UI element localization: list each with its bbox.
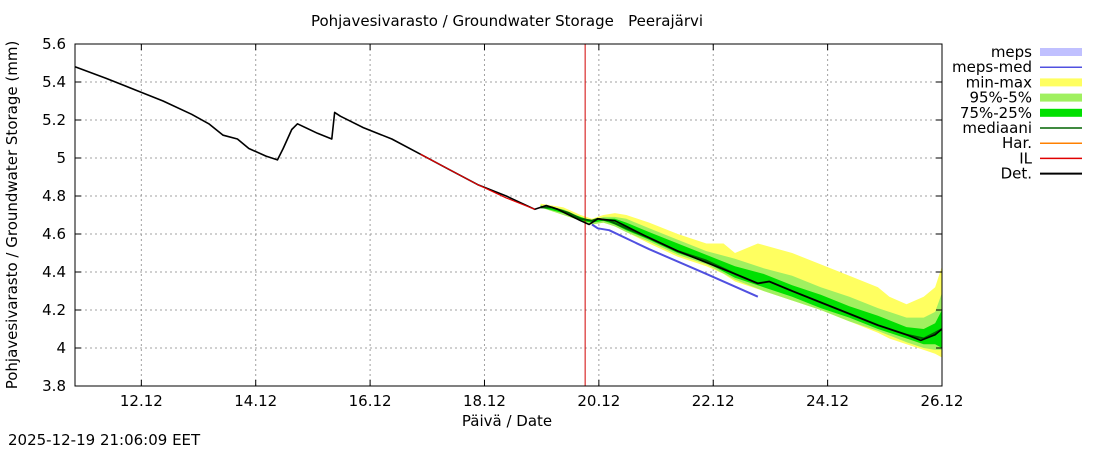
- il-line: [420, 153, 536, 210]
- x-tick-label: 14.12: [234, 392, 277, 410]
- y-axis-label: Pohjavesivarasto / Groundwater Storage (…: [3, 41, 21, 390]
- y-tick-label: 3.8: [42, 377, 66, 395]
- y-tick-label: 5: [56, 149, 66, 167]
- legend-swatch-p75_25: [1040, 108, 1082, 117]
- y-tick-label: 4.8: [42, 187, 66, 205]
- x-tick-label: 20.12: [577, 392, 620, 410]
- x-tick-label: 26.12: [921, 392, 964, 410]
- x-tick-label: 24.12: [806, 392, 849, 410]
- bands: [540, 203, 942, 358]
- y-tick-label: 4: [56, 339, 66, 357]
- legend-swatch-p95_5: [1040, 93, 1082, 102]
- legend-label-meps: meps: [991, 43, 1032, 61]
- timestamp: 2025-12-19 21:06:09 EET: [8, 431, 201, 449]
- x-tick-label: 18.12: [463, 392, 506, 410]
- y-tick-label: 5.6: [42, 35, 66, 53]
- meps-med-line: [591, 223, 759, 298]
- legend-swatch-minmax: [1040, 78, 1082, 87]
- chart-title: Pohjavesivarasto / Groundwater Storage P…: [311, 12, 703, 30]
- legend-label-il: IL: [1019, 149, 1032, 167]
- y-tick-label: 4.6: [42, 225, 66, 243]
- lines: [74, 44, 943, 386]
- y-tick-label: 5.4: [42, 73, 66, 91]
- legend-label-det: Det.: [1001, 165, 1032, 183]
- x-axis-label: Päivä / Date: [462, 412, 552, 430]
- legend-label-p75_25: 75%-25%: [960, 104, 1032, 122]
- y-tick-label: 5.2: [42, 111, 66, 129]
- plot-frame: [74, 43, 943, 387]
- legend-label-har: Har.: [1002, 134, 1032, 152]
- x-tick-label: 22.12: [692, 392, 735, 410]
- legend: mepsmeps-medmin-max95%-5%75%-25%mediaani…: [952, 43, 1082, 183]
- legend-label-p95_5: 95%-5%: [969, 89, 1032, 107]
- legend-label-meps_med: meps-med: [952, 58, 1032, 76]
- ticks: 12.12 14.12 16.12 18.12 20.12 22.12 24.12 26.12…: [42, 35, 963, 410]
- grid: [75, 44, 943, 386]
- y-tick-label: 4.4: [42, 263, 66, 281]
- legend-swatch-meps: [1040, 48, 1082, 56]
- x-tick-label: 12.12: [120, 392, 163, 410]
- x-tick-label: 16.12: [349, 392, 392, 410]
- legend-label-mediaani: mediaani: [962, 119, 1032, 137]
- y-tick-label: 4.2: [42, 301, 66, 319]
- legend-label-minmax: min-max: [966, 73, 1033, 91]
- det-line: [74, 66, 943, 342]
